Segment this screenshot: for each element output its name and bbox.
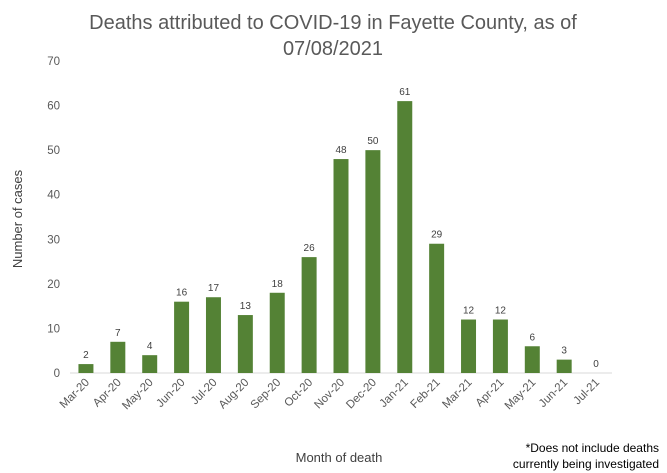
- data-label: 7: [115, 328, 121, 339]
- data-label: 26: [304, 243, 316, 254]
- data-label: 0: [593, 359, 599, 370]
- data-label: 6: [530, 332, 536, 343]
- x-axis-title: Month of death: [296, 450, 383, 465]
- footnote-line-1: *Does not include deaths: [526, 441, 659, 455]
- x-tick-label: Apr-21: [474, 377, 507, 410]
- data-label: 17: [208, 283, 220, 294]
- x-tick-label: May-20: [120, 377, 156, 413]
- bar: [365, 150, 381, 373]
- data-label: 48: [335, 145, 347, 156]
- y-tick-label: 70: [47, 56, 60, 68]
- x-tick-label: Nov-20: [312, 377, 347, 412]
- y-tick-label: 30: [47, 234, 60, 246]
- data-label: 12: [495, 306, 507, 317]
- x-tick-label: Jun-21: [537, 377, 570, 410]
- data-label: 13: [240, 301, 252, 312]
- data-label: 2: [83, 350, 89, 361]
- x-tick-label: Apr-20: [91, 377, 124, 410]
- bar: [556, 359, 572, 373]
- bar: [333, 159, 349, 373]
- y-tick-label: 50: [47, 145, 60, 157]
- x-tick-label: Dec-20: [344, 377, 379, 412]
- chart-title-line-1: Deaths attributed to COVID-19 in Fayette…: [89, 12, 577, 34]
- x-tick-label: Feb-21: [409, 377, 443, 411]
- x-tick-label: Mar-21: [440, 377, 474, 411]
- x-tick-label: Jun-20: [154, 377, 187, 410]
- plot-area: 0102030405060702Mar-207Apr-204May-2016Ju…: [47, 56, 612, 412]
- y-tick-label: 10: [47, 323, 60, 335]
- data-label: 61: [399, 87, 411, 98]
- bar: [492, 319, 508, 373]
- bar: [142, 355, 158, 373]
- bar: [78, 364, 94, 373]
- bar: [205, 297, 221, 373]
- bar: [524, 346, 540, 373]
- data-label: 18: [272, 279, 284, 290]
- data-label: 50: [367, 136, 379, 147]
- bar: [397, 101, 413, 373]
- x-tick-label: Sep-20: [249, 377, 284, 412]
- y-tick-label: 0: [54, 368, 60, 380]
- y-tick-label: 40: [47, 190, 60, 202]
- footnote-line-2: currently being investigated: [513, 457, 659, 471]
- bar: [237, 315, 253, 373]
- bar: [429, 243, 445, 373]
- y-tick-label: 60: [47, 101, 60, 113]
- bar: [461, 319, 477, 373]
- x-tick-label: Aug-20: [217, 377, 252, 412]
- x-tick-label: Jul-21: [572, 377, 603, 408]
- bar: [110, 341, 126, 373]
- chart-title-line-2: 07/08/2021: [283, 38, 383, 60]
- bar: [301, 257, 317, 373]
- data-label: 3: [561, 346, 567, 357]
- y-axis-title: Number of cases: [10, 169, 25, 268]
- data-label: 12: [463, 306, 475, 317]
- x-tick-label: Mar-20: [58, 377, 92, 411]
- y-tick-label: 20: [47, 279, 60, 291]
- x-tick-label: May-21: [503, 377, 539, 413]
- x-tick-label: Oct-20: [282, 377, 315, 410]
- data-label: 29: [431, 230, 443, 241]
- data-label: 16: [176, 288, 188, 299]
- data-label: 4: [147, 341, 153, 352]
- x-tick-label: Jul-20: [189, 377, 220, 408]
- bar: [269, 292, 285, 373]
- x-tick-label: Jan-21: [378, 377, 411, 410]
- bar: [174, 301, 190, 373]
